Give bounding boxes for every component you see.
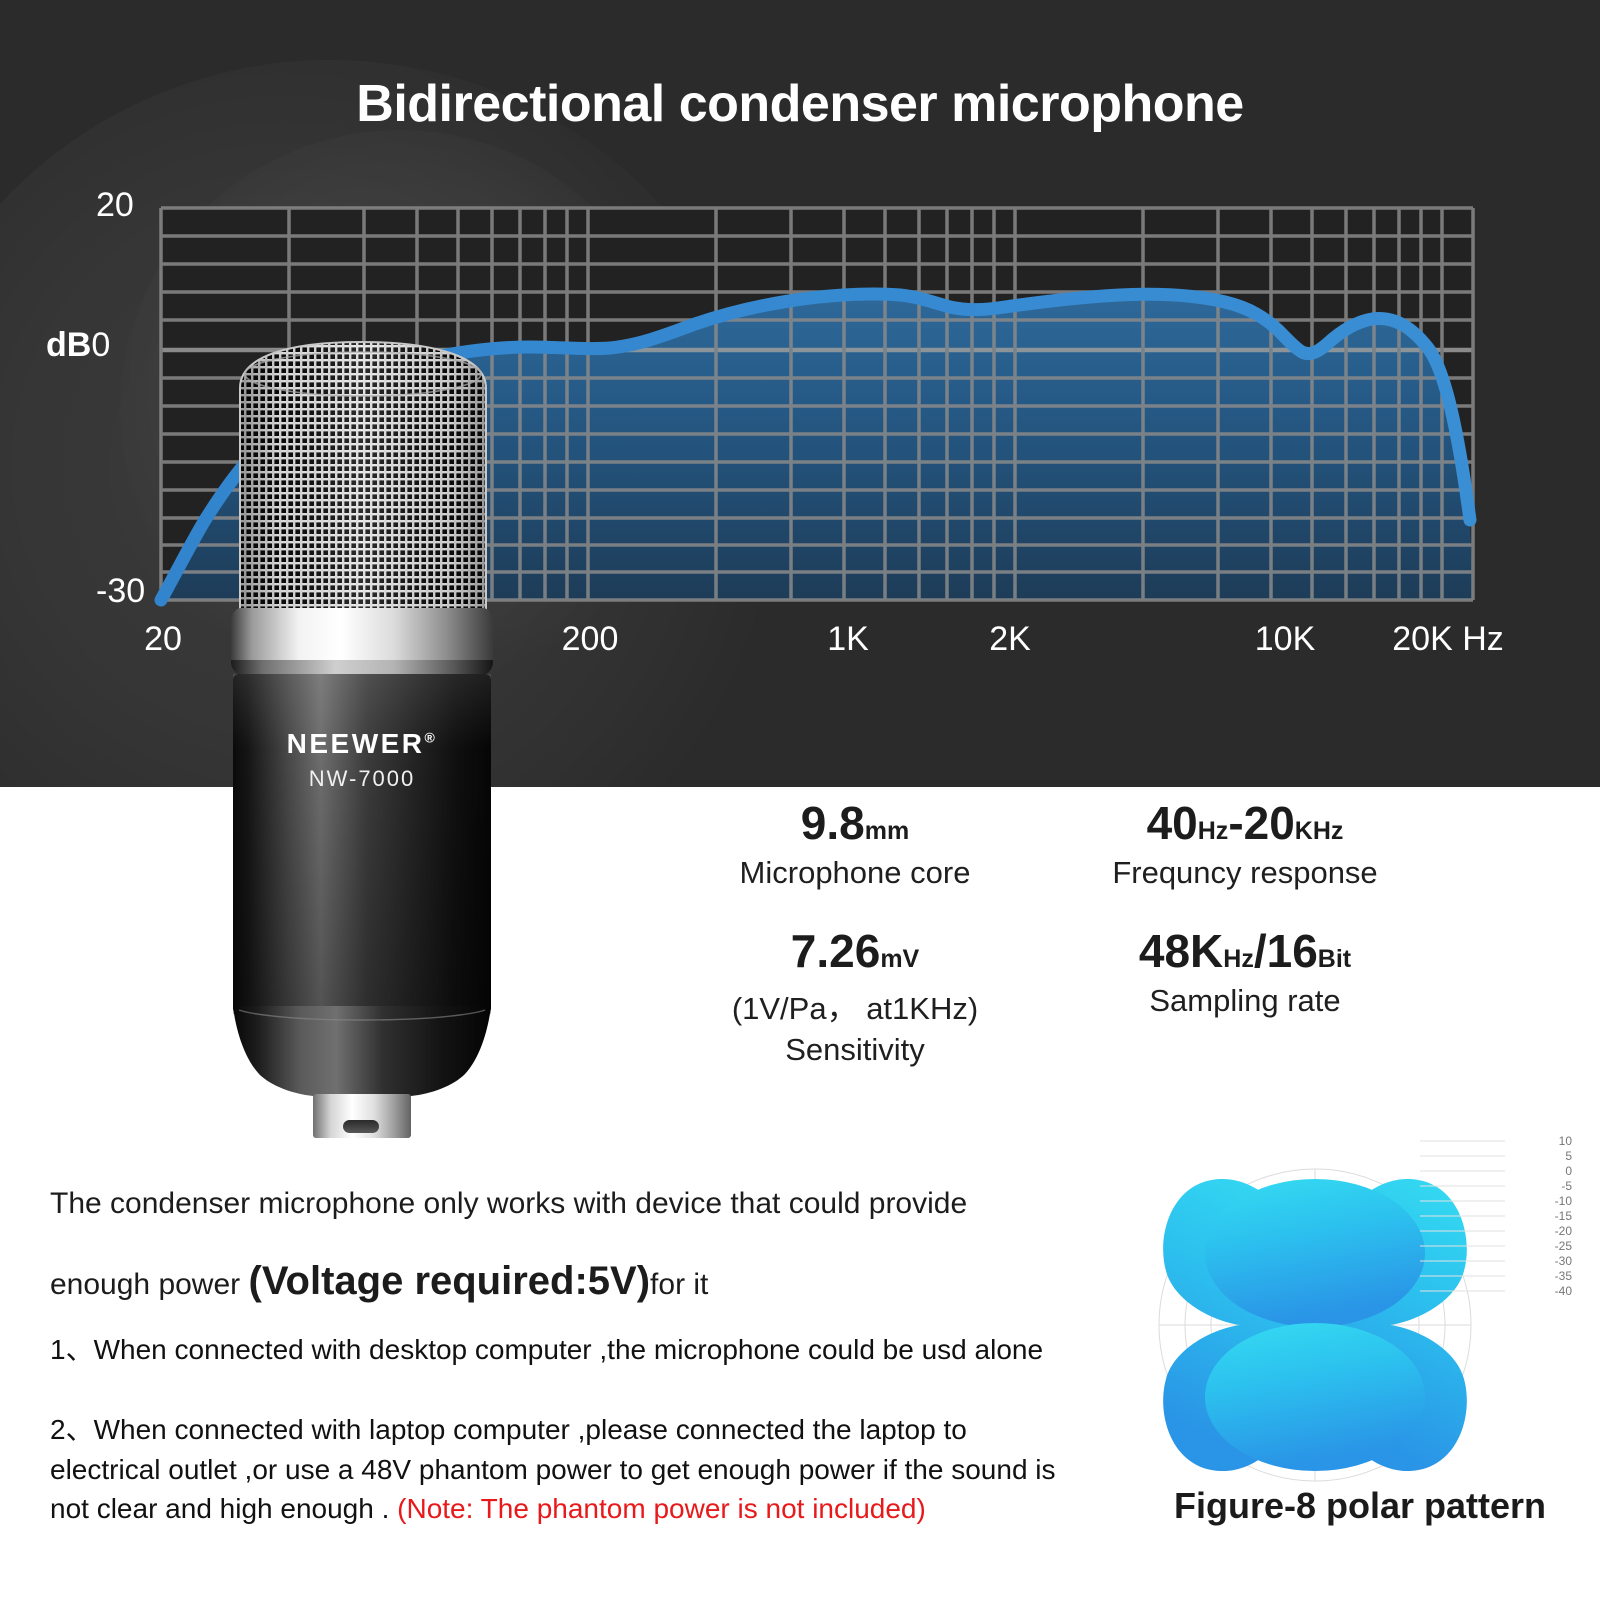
spec-sampling-value: 48KHz/16Bit	[1040, 928, 1450, 974]
microphone-image: NEEWER® NW-7000	[225, 338, 500, 1138]
mic-grille	[239, 340, 487, 617]
note-item-2-text: 2、When connected with laptop computer ,p…	[50, 1413, 1056, 1525]
polar-pattern-caption: Figure-8 polar pattern	[1173, 1485, 1547, 1526]
polar-scale-m40: -40	[1554, 1284, 1572, 1298]
voltage-required-emphasis: (Voltage required:5V)	[248, 1258, 651, 1303]
db-unit-text: dB	[46, 326, 92, 364]
polar-scale-m10: -10	[1554, 1194, 1572, 1208]
spec-freq-value: 40Hz-20KHz	[1040, 800, 1450, 846]
polar-scale-m5: -5	[1561, 1179, 1572, 1193]
registered-trademark-icon: ®	[424, 729, 438, 746]
spec-sens-condition: (1V/Pa， at1KHz)	[731, 991, 979, 1026]
spec-sampling-number2: /16	[1253, 925, 1318, 977]
power-requirement-text: The condenser microphone only works with…	[50, 1182, 1080, 1310]
spec-microphone-core: 9.8mm Microphone core	[690, 800, 1020, 891]
y-axis-label-zero: 0	[91, 326, 111, 364]
polar-scale-rules	[1420, 1140, 1505, 1292]
x-tick-200: 200	[561, 620, 619, 658]
spec-core-unit: mm	[864, 817, 910, 845]
spec-core-value: 9.8mm	[690, 800, 1020, 846]
spec-grid: 9.8mm Microphone core 40Hz-20KHz Frequnc…	[690, 800, 1450, 1100]
spec-sampling-number: 48K	[1138, 925, 1224, 977]
mic-connector	[313, 1094, 411, 1138]
spec-frequency-response: 40Hz-20KHz Frequncy response	[1040, 800, 1450, 891]
polar-pattern-diagram: 10 5 0 -5 -10 -15 -20 -25 -30 -35 -40	[1120, 1125, 1600, 1545]
polar-scale-m35: -35	[1554, 1269, 1572, 1283]
spec-sampling-unit2: Bit	[1317, 945, 1352, 973]
polar-scale-10: 10	[1558, 1134, 1572, 1148]
polar-scale-0: 0	[1565, 1164, 1572, 1178]
phantom-power-warning: (Note: The phantom power is not included…	[397, 1493, 926, 1525]
power-text-line2: enough power (Voltage required:5V)for it	[50, 1252, 1080, 1310]
x-tick-2k: 2K	[989, 620, 1031, 658]
spec-freq-number: 40	[1146, 797, 1198, 849]
y-axis-label-max: 20	[96, 186, 134, 224]
x-tick-20k-hz: 20K Hz	[1392, 620, 1504, 658]
x-tick-1k: 1K	[827, 620, 869, 658]
polar-lobes	[1163, 1178, 1467, 1472]
spec-sensitivity: 7.26mV (1V/Pa， at1KHz) Sensitivity	[690, 928, 1020, 1068]
x-tick-10k: 10K	[1254, 620, 1316, 658]
brand-text: NEEWER	[286, 728, 425, 759]
x-tick-20: 20	[144, 620, 182, 658]
spec-sens-caption: Sensitivity	[785, 1032, 925, 1067]
page-title: Bidirectional condenser microphone	[356, 75, 1244, 133]
spec-sampling-rate: 48KHz/16Bit Sampling rate	[1040, 928, 1450, 1019]
polar-scale-5: 5	[1565, 1149, 1572, 1163]
mic-silver-ring	[231, 608, 493, 670]
mic-ring-shadow	[231, 660, 493, 676]
mic-body: NEEWER® NW-7000	[233, 674, 491, 1014]
mic-base-taper	[233, 1006, 491, 1096]
chart-area-fill	[161, 294, 1473, 600]
spec-sampling-unit: Hz	[1223, 945, 1254, 973]
spec-sens-number: 7.26	[790, 925, 881, 977]
connector-pin-slot	[343, 1120, 379, 1133]
note-item-2: 2、When connected with laptop computer ,p…	[50, 1410, 1080, 1529]
power-text-suffix: for it	[650, 1267, 709, 1301]
spec-core-caption: Microphone core	[739, 855, 971, 890]
note-item-1: 1、When connected with desktop computer ,…	[50, 1334, 1044, 1365]
usage-notes-list: 1、When connected with desktop computer ,…	[50, 1330, 1080, 1529]
polar-scale-m30: -30	[1554, 1254, 1572, 1268]
spec-sens-value: 7.26mV	[690, 928, 1020, 974]
mic-model-label: NW-7000	[308, 766, 416, 791]
spec-sens-unit: mV	[880, 945, 920, 973]
spec-sampling-caption: Sampling rate	[1149, 983, 1341, 1018]
power-text-prefix: enough power	[50, 1267, 249, 1301]
spec-freq-unit: Hz	[1197, 817, 1229, 845]
polar-scale-m15: -15	[1554, 1209, 1572, 1223]
spec-freq-caption: Frequncy response	[1112, 855, 1378, 890]
polar-scale-m25: -25	[1554, 1239, 1572, 1253]
mic-brand-label: NEEWER®	[233, 674, 491, 760]
polar-scale-m20: -20	[1554, 1224, 1572, 1238]
polar-svg	[1158, 1140, 1505, 1482]
y-axis-label-min: -30	[96, 572, 146, 610]
spec-freq-unit2: KHz	[1294, 817, 1344, 845]
power-text-line1: The condenser microphone only works with…	[50, 1187, 968, 1220]
spec-core-number: 9.8	[800, 797, 865, 849]
spec-freq-number2: -20	[1228, 797, 1295, 849]
y-axis-label-db: dB0	[46, 326, 110, 365]
mic-body-gloss	[233, 674, 491, 1014]
